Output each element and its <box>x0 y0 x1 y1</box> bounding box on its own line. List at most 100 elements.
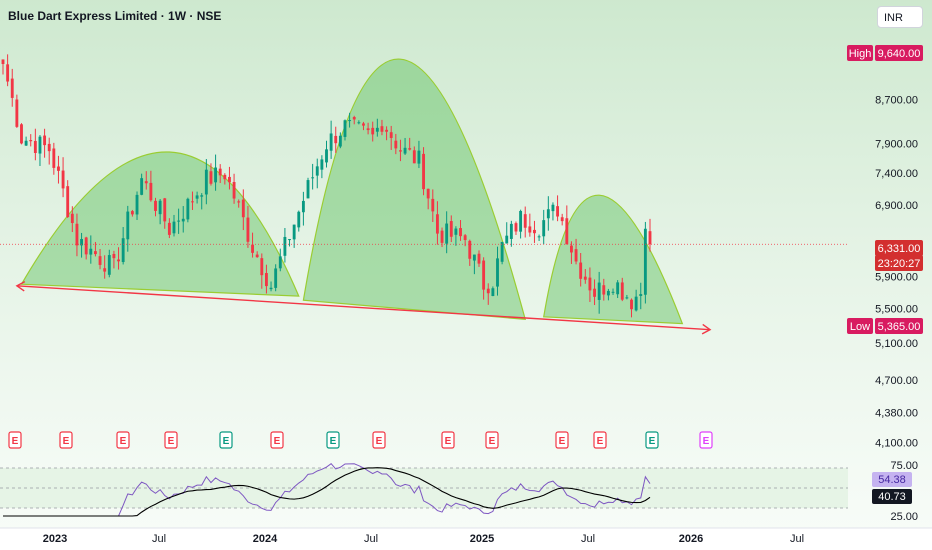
candle <box>426 188 430 210</box>
candle-body <box>537 236 541 238</box>
x-tick-label: 2023 <box>43 533 67 545</box>
candle <box>283 228 287 263</box>
earnings-marker-label: E <box>12 436 19 447</box>
candle <box>616 280 620 299</box>
candle <box>602 278 606 301</box>
candle <box>325 140 328 168</box>
candle <box>606 288 610 301</box>
candle-body <box>500 242 504 262</box>
candle <box>500 241 504 265</box>
candle <box>491 286 495 297</box>
candle <box>445 211 449 254</box>
candle <box>634 289 638 312</box>
candle <box>570 241 573 264</box>
candle <box>435 201 439 245</box>
candle-body <box>80 238 83 246</box>
candle-body <box>218 168 222 176</box>
candle-body <box>366 128 370 131</box>
candle-body <box>606 290 610 296</box>
support-trendline <box>16 285 711 331</box>
earnings-marker-label: E <box>445 436 452 447</box>
candle <box>274 264 278 292</box>
pattern-dome-3 <box>543 194 684 325</box>
last-price-badge-bg <box>875 240 923 256</box>
candle <box>98 248 102 270</box>
candle-body <box>477 253 481 264</box>
candle <box>574 238 578 265</box>
candle-body <box>357 122 361 124</box>
candle-body <box>597 282 601 300</box>
candle-body <box>625 297 629 299</box>
candle <box>482 257 486 300</box>
candle <box>366 122 370 135</box>
candle <box>38 135 42 167</box>
candle-body <box>223 174 227 180</box>
candle-body <box>431 198 435 212</box>
candle-body <box>574 249 578 262</box>
candle <box>241 189 245 231</box>
candle-body <box>523 214 527 228</box>
earnings-marker: E <box>699 431 713 449</box>
rsi-tick-label: 75.00 <box>890 460 918 472</box>
candle <box>232 173 236 204</box>
candle <box>630 298 633 318</box>
candle <box>107 249 111 278</box>
candle <box>454 226 458 246</box>
candle-body <box>195 195 199 199</box>
countdown-badge-bg <box>875 255 923 271</box>
earnings-marker-label: E <box>597 436 604 447</box>
candle-body <box>472 254 476 261</box>
candle <box>528 213 532 237</box>
candle-body <box>269 287 273 290</box>
candle <box>218 164 222 183</box>
low-label-badge-text: Low <box>850 321 870 333</box>
y-tick-label: 4,380.00 <box>875 407 918 419</box>
rsi-ma-line <box>3 467 651 517</box>
candle <box>93 241 97 257</box>
candle-body <box>542 220 546 237</box>
candle-body <box>232 182 236 199</box>
candle-body <box>412 150 416 164</box>
candle-body <box>167 222 171 235</box>
rsi-value-badge-text: 54.38 <box>878 474 906 486</box>
earnings-marker-label: E <box>168 436 175 447</box>
candle-body <box>237 201 241 203</box>
y-axis[interactable]: 8,700.00 7,900.00 7,400.00 6,900.00 5,900.00… <box>875 94 918 449</box>
candle-body <box>84 237 88 255</box>
trendline-layer <box>0 243 848 335</box>
candle <box>29 134 33 147</box>
candle-body <box>57 166 60 171</box>
candle-body <box>445 223 449 244</box>
earnings-marker-label: E <box>703 436 710 447</box>
x-axis[interactable]: 2023 Jul 2024 Jul 2025 Jul 2026 Jul <box>0 527 932 545</box>
candle <box>389 125 393 150</box>
candle <box>519 209 523 239</box>
y-tick-label: 5,500.00 <box>875 303 918 315</box>
candle-body <box>61 170 65 189</box>
candle-body <box>496 258 499 287</box>
high-label-badge-bg <box>847 45 873 61</box>
candle <box>449 215 453 243</box>
candle-body <box>449 221 453 237</box>
currency-selector[interactable]: INR <box>877 6 923 28</box>
candle-body <box>200 195 204 197</box>
candle <box>533 220 536 243</box>
candle <box>186 197 190 223</box>
candle-body <box>570 245 573 253</box>
x-tick-label: 2025 <box>470 533 494 545</box>
candle <box>158 198 162 225</box>
candle-body <box>158 200 162 215</box>
earnings-marker-label: E <box>559 436 566 447</box>
candle-body <box>422 153 425 190</box>
candle-body <box>352 117 356 120</box>
candle <box>385 126 389 141</box>
earnings-marker-box <box>645 431 659 449</box>
candle <box>214 154 218 191</box>
candle <box>260 253 264 289</box>
rsi-ma-value-badge-bg <box>872 489 912 504</box>
candle-body <box>394 140 398 149</box>
candle <box>412 146 416 164</box>
candle <box>57 155 60 184</box>
